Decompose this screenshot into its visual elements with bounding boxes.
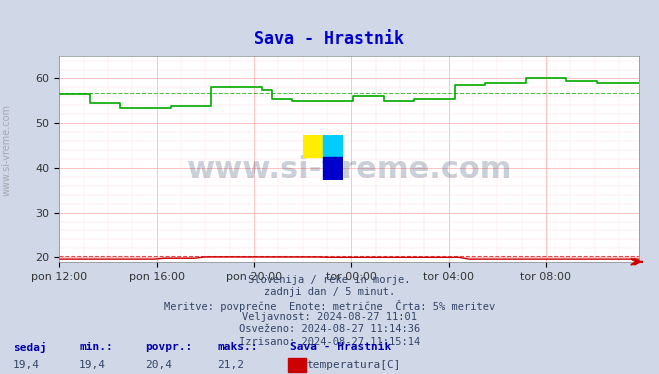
- Text: www.si-vreme.com: www.si-vreme.com: [1, 104, 12, 196]
- Text: Veljavnost: 2024-08-27 11:01: Veljavnost: 2024-08-27 11:01: [242, 312, 417, 322]
- Text: maks.:: maks.:: [217, 342, 258, 352]
- Text: temperatura[C]: temperatura[C]: [306, 360, 401, 370]
- Text: Osveženo: 2024-08-27 11:14:36: Osveženo: 2024-08-27 11:14:36: [239, 324, 420, 334]
- Text: Izrisano: 2024-08-27 11:15:14: Izrisano: 2024-08-27 11:15:14: [239, 337, 420, 347]
- Text: Slovenija / reke in morje.: Slovenija / reke in morje.: [248, 275, 411, 285]
- Text: sedaj: sedaj: [13, 342, 47, 353]
- Text: 21,2: 21,2: [217, 360, 244, 370]
- Text: Sava - Hrastnik: Sava - Hrastnik: [254, 30, 405, 48]
- Text: min.:: min.:: [79, 342, 113, 352]
- Text: 20,4: 20,4: [145, 360, 172, 370]
- Text: Meritve: povprečne  Enote: metrične  Črta: 5% meritev: Meritve: povprečne Enote: metrične Črta:…: [164, 300, 495, 312]
- Text: povpr.:: povpr.:: [145, 342, 192, 352]
- Bar: [323, 157, 343, 180]
- Text: zadnji dan / 5 minut.: zadnji dan / 5 minut.: [264, 287, 395, 297]
- Bar: [323, 135, 343, 157]
- Text: 19,4: 19,4: [79, 360, 106, 370]
- Text: 19,4: 19,4: [13, 360, 40, 370]
- Text: www.si-vreme.com: www.si-vreme.com: [186, 155, 512, 184]
- Bar: [303, 135, 323, 157]
- Text: Sava - Hrastnik: Sava - Hrastnik: [290, 342, 391, 352]
